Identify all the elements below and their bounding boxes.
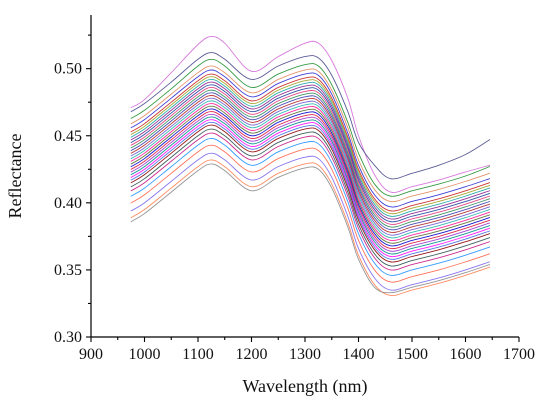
y-tick-label: 0.45 [54, 128, 82, 145]
spectrum-line-3 [130, 58, 491, 197]
spectrum-line-9 [130, 81, 491, 220]
y-axis-title: Reflectance [5, 134, 25, 219]
spectrum-line-7 [130, 76, 491, 215]
spectrum-line-16 [130, 100, 491, 239]
x-tick-label: 900 [79, 346, 103, 363]
spectrum-line-26 [130, 128, 491, 267]
spectrum-line-19 [130, 108, 491, 247]
spectrum-line-6 [130, 73, 491, 212]
x-tick-label: 1000 [129, 346, 161, 363]
spectrum-line-27 [130, 132, 491, 271]
spectrum-line-28 [130, 137, 491, 276]
spectrum-line-22 [130, 116, 491, 255]
spectrum-line-14 [130, 95, 491, 233]
x-tick-label: 1300 [289, 346, 321, 363]
spectrum-line-12 [130, 89, 491, 228]
spectrum-line-20 [130, 111, 491, 250]
spectrum-line-8 [130, 78, 491, 217]
x-tick-label: 1400 [343, 346, 375, 363]
spectrum-line-4 [130, 65, 491, 203]
x-tick-label: 1200 [236, 346, 268, 363]
spectrum-line-29 [130, 144, 491, 283]
spectrum-line-15 [130, 97, 491, 236]
axes-group [86, 15, 520, 342]
spectrum-line-21 [130, 113, 491, 252]
x-tick-label: 1700 [503, 346, 535, 363]
spectrum-line-30 [130, 152, 491, 291]
y-tick-label: 0.35 [54, 262, 82, 279]
spectrum-line-10 [130, 84, 491, 223]
spectrum-line-23 [130, 119, 491, 258]
x-tick-label: 1100 [182, 346, 213, 363]
y-tick-label: 0.40 [54, 195, 82, 212]
spectrum-line-11 [130, 87, 491, 225]
spectrum-line-25 [130, 124, 491, 263]
spectrum-line-32 [130, 163, 491, 294]
spectra-series-group [130, 36, 491, 296]
x-tick-label: 1600 [450, 346, 482, 363]
y-tick-label: 0.30 [54, 329, 82, 346]
spectrum-line-13 [130, 92, 491, 231]
labels-group: 900 1000 1100 1200 1300 1400 1500 1600 1700 0.30 0… [5, 61, 535, 397]
x-tick-label: 1500 [396, 346, 428, 363]
spectrum-line-5 [130, 69, 491, 208]
spectrum-line-17 [130, 103, 491, 242]
spectrum-line-31 [130, 159, 491, 296]
x-axis-title: Wavelength (nm) [242, 376, 367, 397]
spectrum-line-2 [130, 52, 491, 180]
spectrum-line-24 [130, 121, 491, 260]
y-tick-label: 0.50 [54, 61, 82, 78]
spectrum-line-1 [130, 36, 491, 193]
spectrum-line-18 [130, 105, 491, 244]
